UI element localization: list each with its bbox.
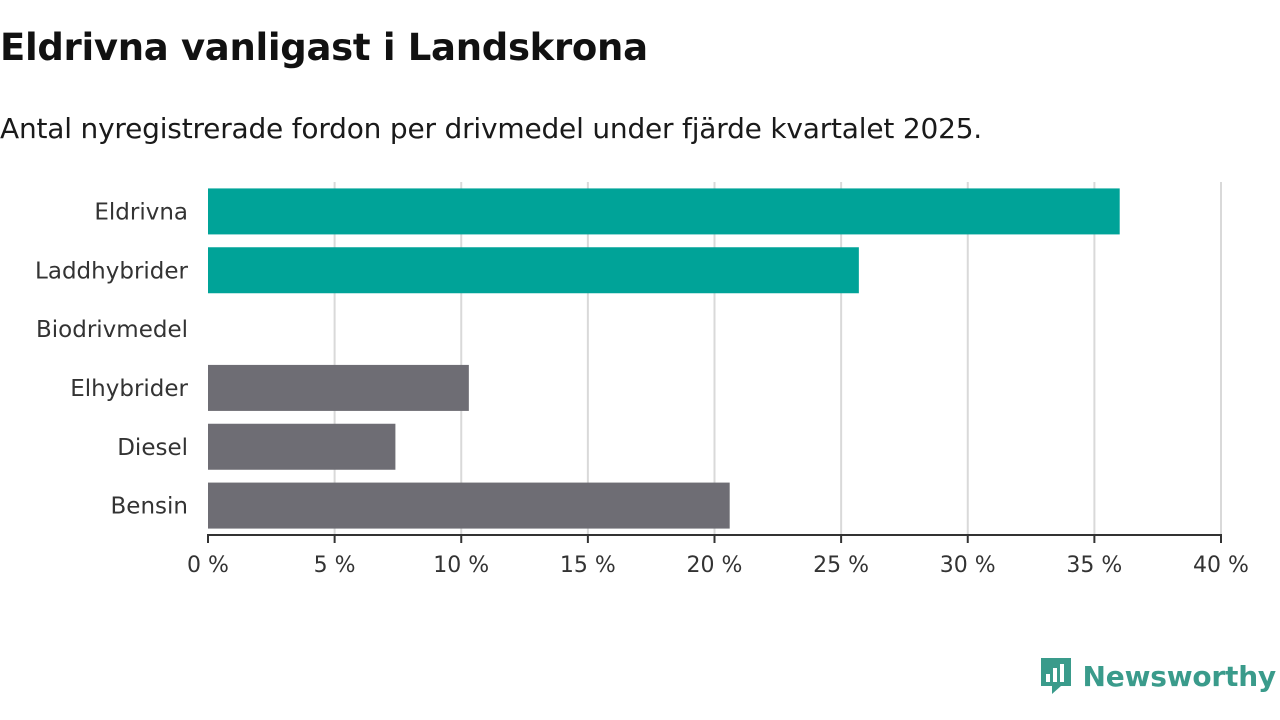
x-axis: 0 % 5 % 10 % 15 % 20 % 25 % 30 % 35 % 40 % xyxy=(187,534,1249,578)
brand-logo: Newsworthy xyxy=(1039,656,1276,696)
x-tick-label: 30 % xyxy=(940,553,996,578)
category-label: Laddhybrider xyxy=(35,258,188,284)
x-tick-label: 15 % xyxy=(560,553,616,578)
bar-chart-logo-icon xyxy=(1040,658,1071,694)
bar-eldrivna xyxy=(208,188,1120,235)
x-tick-label: 10 % xyxy=(433,553,489,578)
x-tick-label: 20 % xyxy=(687,553,743,578)
brand-name: Newsworthy xyxy=(1082,659,1277,693)
bar-elhybrider xyxy=(208,364,469,411)
category-label: Bensin xyxy=(111,494,188,520)
x-tick-label: 25 % xyxy=(813,553,869,578)
x-tick-label: 40 % xyxy=(1193,553,1249,578)
category-label: Eldrivna xyxy=(94,199,188,225)
bars xyxy=(208,188,1120,529)
x-tick-label: 0 % xyxy=(187,553,229,578)
x-tick-label: 5 % xyxy=(314,553,356,578)
category-label: Elhybrider xyxy=(70,376,188,402)
bar-bensin xyxy=(208,482,730,529)
grid-lines xyxy=(333,182,1222,535)
category-label: Biodrivmedel xyxy=(36,317,188,343)
x-tick-label: 35 % xyxy=(1066,553,1122,578)
category-label: Diesel xyxy=(117,435,188,461)
bar-diesel xyxy=(208,423,396,470)
chart-title: Eldrivna vanligast i Landskrona xyxy=(0,26,648,69)
category-labels: Eldrivna Laddhybrider Biodrivmedel Elhybrid… xyxy=(35,199,188,519)
bar-laddhybrider xyxy=(208,247,859,294)
chart-subtitle: Antal nyregistrerade fordon per drivmede… xyxy=(0,112,983,145)
